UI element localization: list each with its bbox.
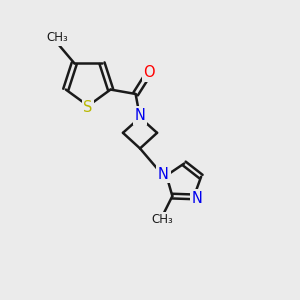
Text: N: N [191, 191, 202, 206]
Text: CH₃: CH₃ [151, 213, 173, 226]
Text: N: N [135, 108, 146, 123]
Text: O: O [143, 65, 155, 80]
Text: S: S [83, 100, 93, 115]
Text: N: N [158, 167, 169, 182]
Text: CH₃: CH₃ [47, 31, 68, 44]
